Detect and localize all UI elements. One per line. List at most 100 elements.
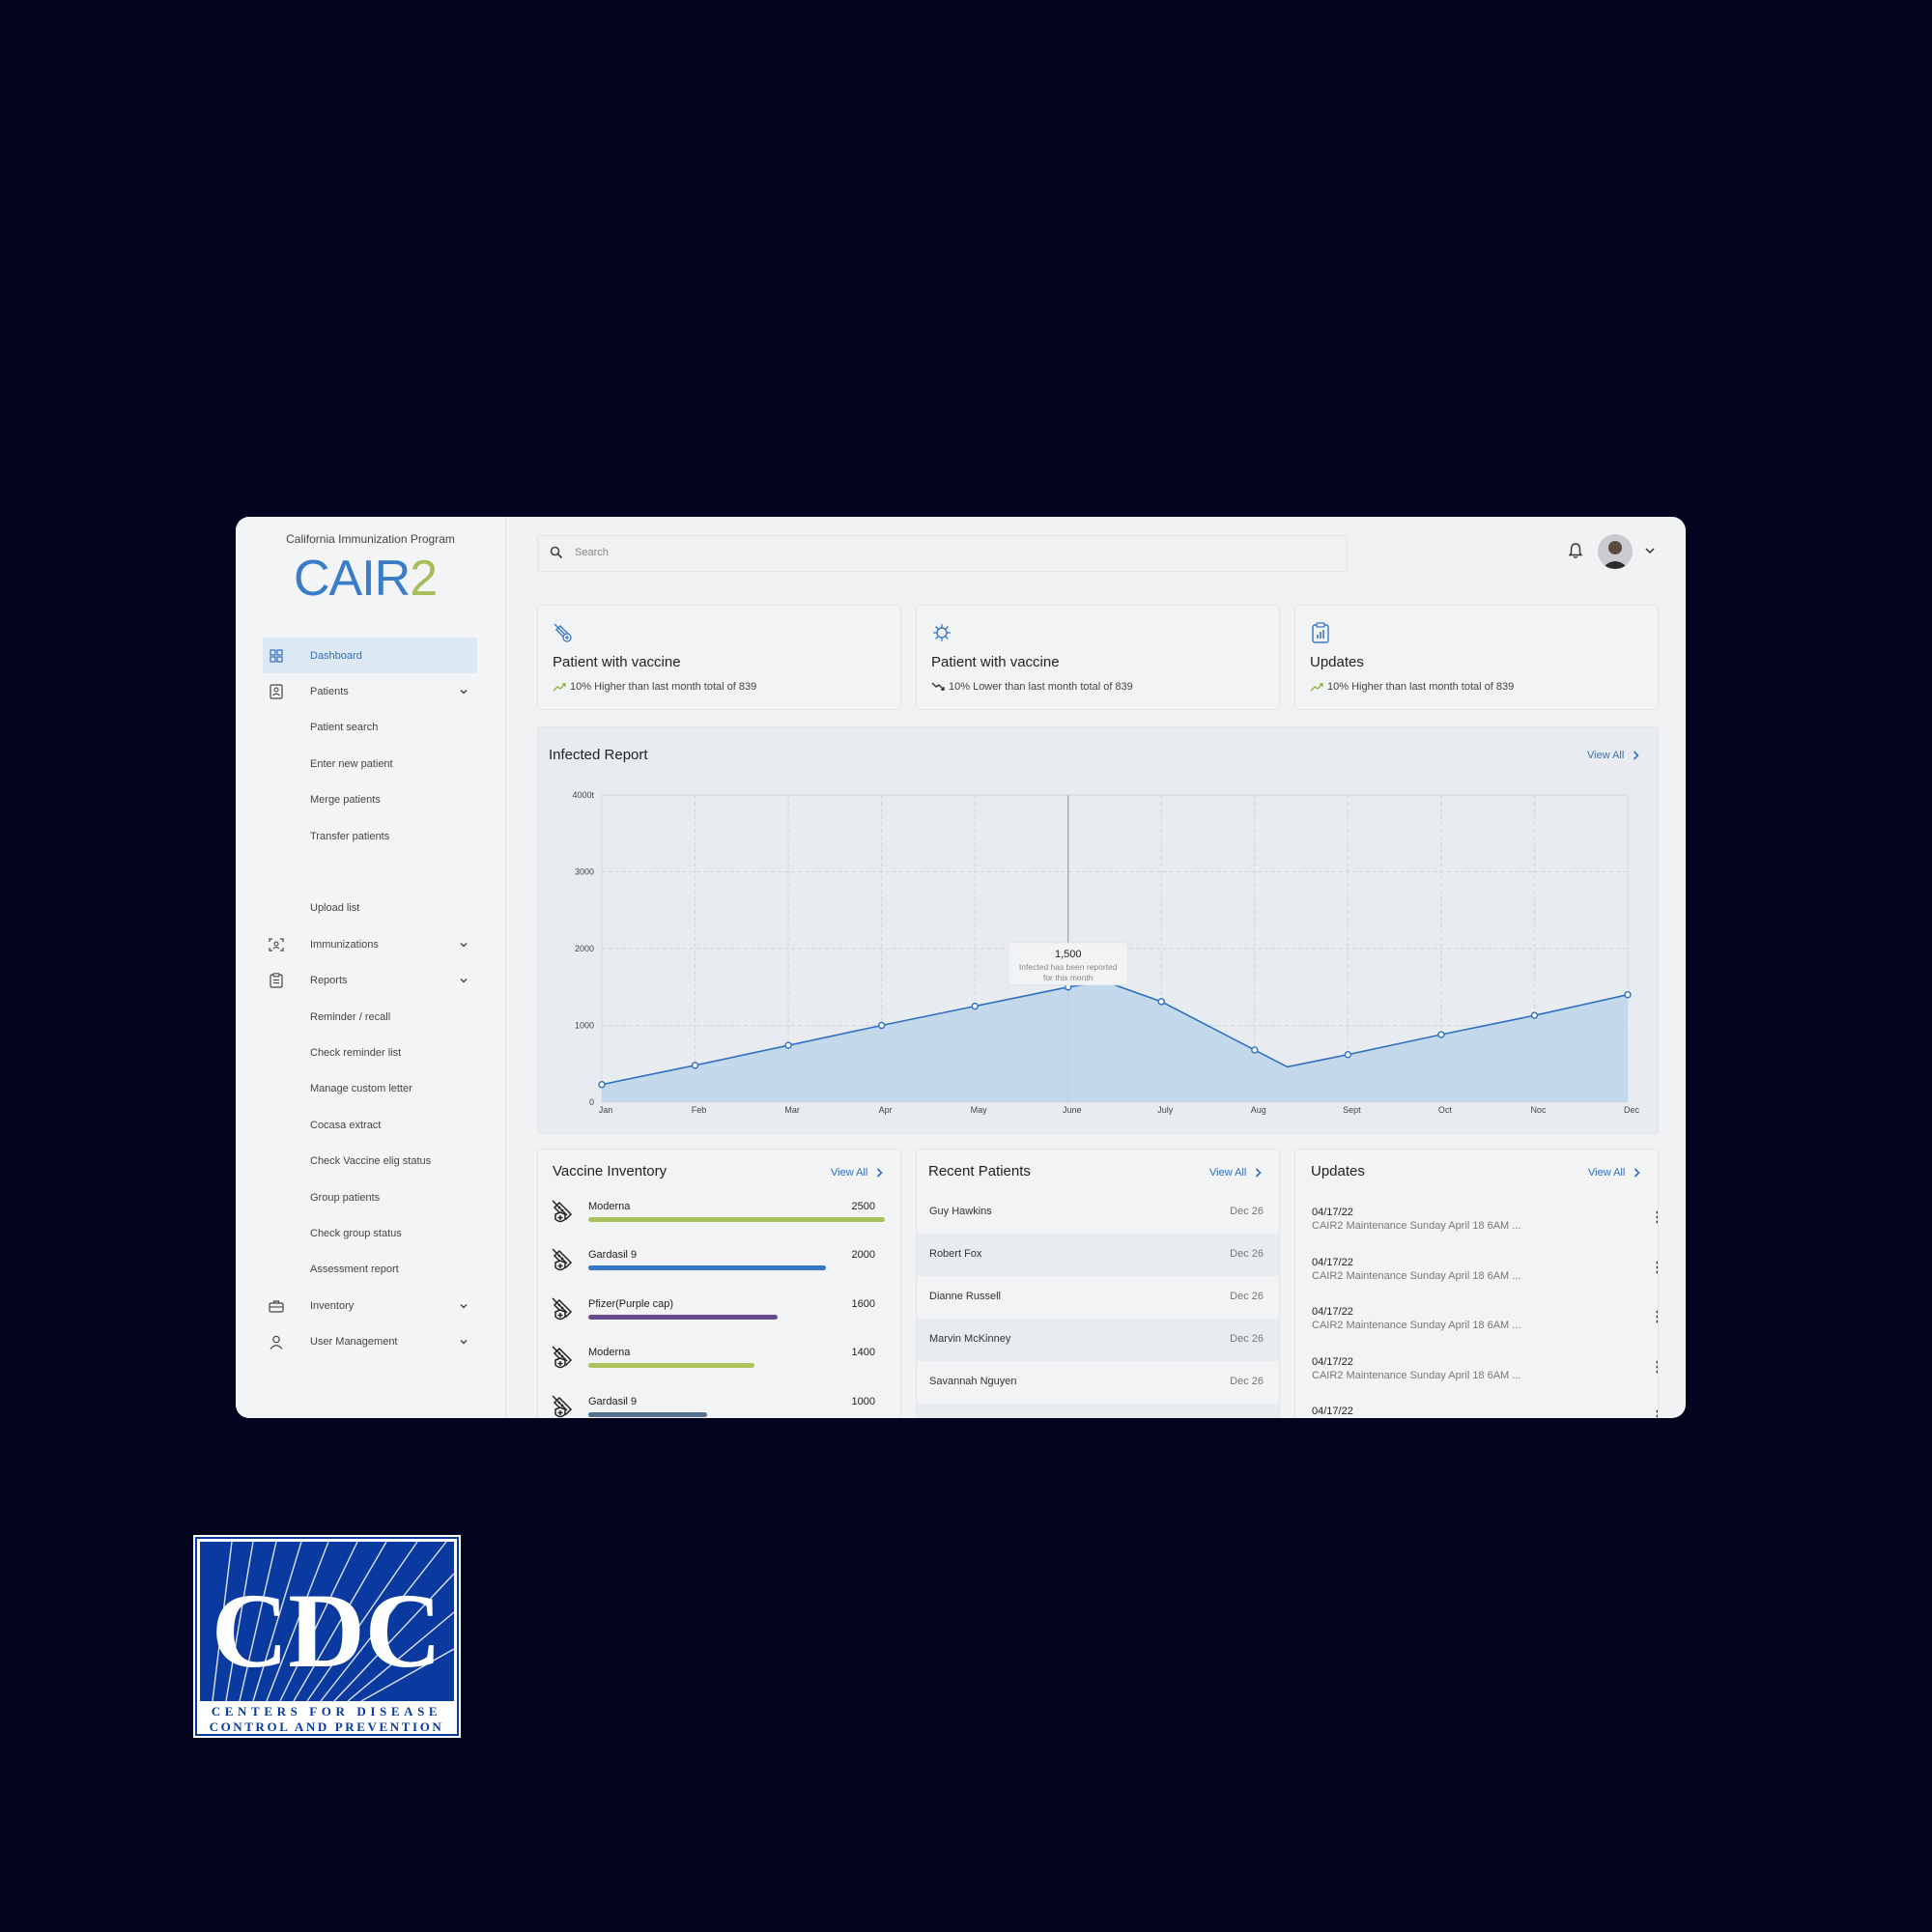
- more-vertical-icon[interactable]: [1656, 1210, 1658, 1229]
- inventory-row[interactable]: Gardasil 9 1000: [550, 1393, 880, 1418]
- chevron-down-icon[interactable]: [458, 939, 469, 951]
- search-bar[interactable]: Search: [537, 535, 1348, 572]
- sidebar-item-merge-patients[interactable]: Merge patients: [263, 782, 477, 818]
- sidebar-item-cocasa-extract[interactable]: Cocasa extract: [263, 1107, 477, 1143]
- chevron-down-icon[interactable]: [458, 686, 469, 697]
- cdc-line2: Control and Prevention: [210, 1719, 444, 1734]
- inventory-bar: [588, 1363, 885, 1369]
- user-icon: [269, 1334, 284, 1350]
- avatar[interactable]: [1598, 534, 1633, 569]
- app-window: California Immunization Program CAIR2 Da…: [236, 517, 1686, 1418]
- vaccine-count: 2500: [851, 1201, 875, 1212]
- bell-icon[interactable]: [1568, 542, 1583, 559]
- inventory-row[interactable]: Moderna 2500: [550, 1198, 885, 1246]
- sidebar-item-check-vaccine-elig-status[interactable]: Check Vaccine elig status: [263, 1143, 477, 1179]
- view-all-updates-link[interactable]: View All: [1588, 1167, 1640, 1179]
- more-vertical-icon[interactable]: [1656, 1261, 1658, 1279]
- sidebar-item-label: Immunizations: [310, 938, 379, 951]
- patient-row[interactable]: Dianne Russell Dec 26: [917, 1276, 1279, 1319]
- y-tick-label: 4000t: [572, 790, 594, 800]
- stat-title: Updates: [1310, 654, 1364, 670]
- sidebar-item-label: Assessment report: [310, 1264, 399, 1276]
- data-point: [784, 1041, 792, 1049]
- update-row[interactable]: 04/17/22 CAIR2 Maintenance Sunday April 1…: [1312, 1253, 1658, 1301]
- patient-row[interactable]: Robert Fox Dec 26: [917, 1234, 1279, 1276]
- sidebar-item-patient-search[interactable]: Patient search: [263, 710, 477, 746]
- sidebar-item-upload-list[interactable]: Upload list: [263, 891, 477, 926]
- stat-card-updates[interactable]: Updates 10% Higher than last month total…: [1294, 605, 1659, 710]
- more-vertical-icon[interactable]: [1656, 1310, 1658, 1328]
- vaccine-count: 1000: [851, 1395, 875, 1407]
- stat-trend: 10% Higher than last month total of 839: [1310, 681, 1514, 693]
- stat-card-vaccinated-up[interactable]: Patient with vaccine 10% Higher than las…: [537, 605, 901, 710]
- sidebar-item-group-patients[interactable]: Group patients: [263, 1179, 477, 1215]
- data-point: [1344, 1051, 1352, 1059]
- sidebar-item-dashboard[interactable]: Dashboard: [263, 638, 477, 674]
- inventory-row[interactable]: Moderna 1400: [550, 1344, 880, 1392]
- patient-name: Dianne Russell: [929, 1291, 1001, 1302]
- patient-row[interactable]: Marvin McKinney Dec 26: [917, 1319, 1279, 1361]
- update-row[interactable]: 04/17/22: [1312, 1402, 1658, 1418]
- vaccine-shield-icon: [550, 1393, 577, 1418]
- x-tick-label: July: [1157, 1105, 1174, 1115]
- sidebar-item-user-management[interactable]: User Management: [263, 1323, 477, 1359]
- cair2-logo[interactable]: CAIR2: [294, 550, 438, 608]
- x-tick-label: Apr: [879, 1105, 893, 1115]
- sidebar-item-immunizations[interactable]: Immunizations: [263, 926, 477, 962]
- sidebar-item-reminder-recall[interactable]: Reminder / recall: [263, 999, 477, 1035]
- clipboard-chart-icon: [1312, 622, 1329, 643]
- inventory-row[interactable]: Gardasil 9 2000: [550, 1246, 880, 1294]
- more-vertical-icon[interactable]: [1656, 1360, 1658, 1378]
- tooltip-text: Infected has been reported: [1019, 962, 1118, 972]
- sidebar-item-manage-custom-letter[interactable]: Manage custom letter: [263, 1071, 477, 1107]
- sidebar-item-assessment-report[interactable]: Assessment report: [263, 1252, 477, 1288]
- infected-report-chart: 0 1000 2000 3000 4000t Jan Feb Mar Apr May June Jul…: [572, 790, 1639, 1115]
- patient-row[interactable]: Guy Hawkins Dec 26: [917, 1191, 1279, 1234]
- view-all-inventory-link[interactable]: View All: [831, 1167, 883, 1179]
- search-input[interactable]: Search: [575, 547, 609, 558]
- x-tick-label: Oct: [1438, 1105, 1453, 1115]
- sidebar-item-label: Group patients: [310, 1191, 381, 1204]
- patient-date: Dec 26: [1230, 1333, 1264, 1345]
- cdc-letters: CDC: [212, 1572, 441, 1690]
- view-all-infected-link[interactable]: View All: [1587, 750, 1639, 761]
- sidebar-item-check-reminder-list[interactable]: Check reminder list: [263, 1035, 477, 1070]
- sidebar-item-reports[interactable]: Reports: [263, 963, 477, 999]
- vaccine-name: Moderna: [588, 1347, 631, 1359]
- inventory-row[interactable]: Pfizer(Purple cap) 1600: [550, 1295, 880, 1344]
- inventory-bar-fill: [588, 1363, 754, 1369]
- sidebar-item-enter-new-patient[interactable]: Enter new patient: [263, 746, 477, 781]
- sidebar-item-label: Merge patients: [310, 794, 381, 807]
- patient-name: Marvin McKinney: [929, 1333, 1011, 1345]
- sidebar-item-check-group-status[interactable]: Check group status: [263, 1215, 477, 1251]
- panel-title: Updates: [1311, 1163, 1365, 1179]
- x-tick-label: Jan: [599, 1105, 613, 1115]
- sidebar-item-inventory[interactable]: Inventory: [263, 1288, 477, 1323]
- vaccine-shield-icon: [550, 1246, 577, 1278]
- clipboard-icon: [269, 973, 284, 988]
- sidebar-item-transfer-patients[interactable]: Transfer patients: [263, 818, 477, 854]
- x-tick-label: Feb: [692, 1105, 707, 1115]
- x-tick-label: Aug: [1251, 1105, 1266, 1115]
- update-row[interactable]: 04/17/22 CAIR2 Maintenance Sunday April 1…: [1312, 1302, 1658, 1350]
- virus-icon: [933, 624, 951, 641]
- view-all-patients-link[interactable]: View All: [1209, 1167, 1262, 1179]
- chevron-down-icon[interactable]: [458, 1300, 469, 1312]
- sidebar-item-patients[interactable]: Patients: [263, 673, 477, 709]
- patient-row[interactable]: Savannah Nguyen Dec 26: [917, 1361, 1279, 1404]
- sidebar-item-label: Upload list: [310, 902, 360, 915]
- y-tick-label: 1000: [575, 1021, 594, 1031]
- chevron-down-icon[interactable]: [1645, 547, 1655, 554]
- more-vertical-icon[interactable]: [1656, 1409, 1658, 1418]
- chevron-down-icon[interactable]: [458, 1336, 469, 1348]
- chevron-down-icon[interactable]: [458, 975, 469, 986]
- update-date: 04/17/22: [1312, 1355, 1353, 1368]
- update-row[interactable]: 04/17/22 CAIR2 Maintenance Sunday April 1…: [1312, 1352, 1658, 1401]
- patient-row[interactable]: Courtney HenryDec 26: [917, 1404, 1279, 1418]
- stat-title: Patient with vaccine: [931, 654, 1060, 670]
- x-tick-label: Mar: [784, 1105, 800, 1115]
- update-row[interactable]: 04/17/22 CAIR2 Maintenance Sunday April 1…: [1312, 1203, 1658, 1251]
- sidebar-item-label: Check Vaccine elig status: [310, 1155, 432, 1168]
- stat-card-vaccinated-down[interactable]: Patient with vaccine 10% Lower than last…: [916, 605, 1280, 710]
- view-all-label: View All: [1209, 1167, 1247, 1179]
